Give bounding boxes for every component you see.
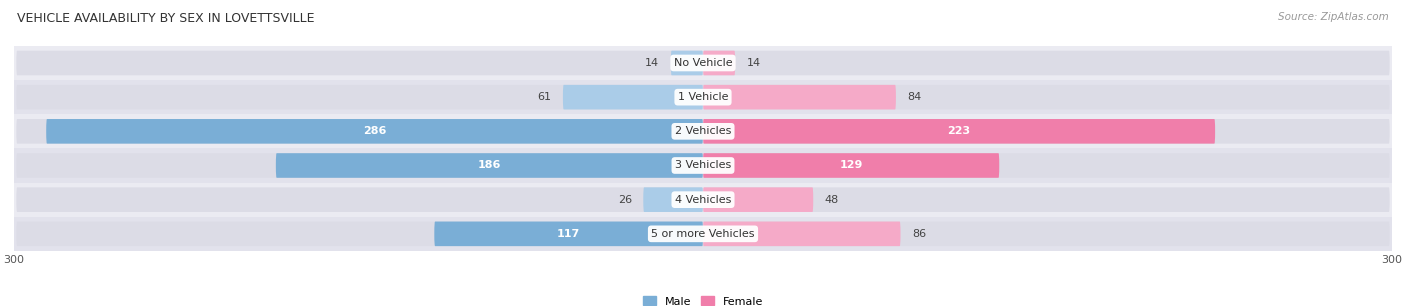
FancyBboxPatch shape [703,85,896,110]
Text: 129: 129 [839,160,863,170]
Text: 4 Vehicles: 4 Vehicles [675,195,731,205]
Text: 5 or more Vehicles: 5 or more Vehicles [651,229,755,239]
Text: 14: 14 [747,58,761,68]
Bar [14,217,1392,251]
Legend: Male, Female: Male, Female [638,292,768,306]
FancyBboxPatch shape [703,51,1389,75]
FancyBboxPatch shape [703,222,900,246]
Text: 61: 61 [537,92,551,102]
FancyBboxPatch shape [703,187,1389,212]
FancyBboxPatch shape [434,222,703,246]
Bar [14,46,1392,80]
FancyBboxPatch shape [562,85,703,110]
Text: 48: 48 [825,195,839,205]
Text: VEHICLE AVAILABILITY BY SEX IN LOVETTSVILLE: VEHICLE AVAILABILITY BY SEX IN LOVETTSVI… [17,12,315,25]
Bar [14,148,1392,183]
Bar [14,183,1392,217]
FancyBboxPatch shape [17,85,703,110]
FancyBboxPatch shape [17,119,703,144]
FancyBboxPatch shape [17,222,703,246]
FancyBboxPatch shape [703,85,1389,110]
FancyBboxPatch shape [17,51,703,75]
FancyBboxPatch shape [17,153,703,178]
FancyBboxPatch shape [703,153,1000,178]
FancyBboxPatch shape [17,187,703,212]
FancyBboxPatch shape [276,153,703,178]
Text: 14: 14 [645,58,659,68]
FancyBboxPatch shape [703,119,1389,144]
FancyBboxPatch shape [703,51,735,75]
Bar [14,114,1392,148]
Bar [14,80,1392,114]
FancyBboxPatch shape [703,119,1215,144]
FancyBboxPatch shape [644,187,703,212]
Text: 286: 286 [363,126,387,136]
FancyBboxPatch shape [671,51,703,75]
Text: No Vehicle: No Vehicle [673,58,733,68]
FancyBboxPatch shape [703,187,813,212]
Text: 223: 223 [948,126,970,136]
FancyBboxPatch shape [703,222,1389,246]
Text: 86: 86 [912,229,927,239]
Text: 26: 26 [617,195,631,205]
Text: Source: ZipAtlas.com: Source: ZipAtlas.com [1278,12,1389,22]
Text: 84: 84 [907,92,922,102]
Text: 2 Vehicles: 2 Vehicles [675,126,731,136]
Text: 117: 117 [557,229,581,239]
Text: 186: 186 [478,160,501,170]
FancyBboxPatch shape [46,119,703,144]
FancyBboxPatch shape [703,153,1389,178]
Text: 3 Vehicles: 3 Vehicles [675,160,731,170]
Text: 1 Vehicle: 1 Vehicle [678,92,728,102]
